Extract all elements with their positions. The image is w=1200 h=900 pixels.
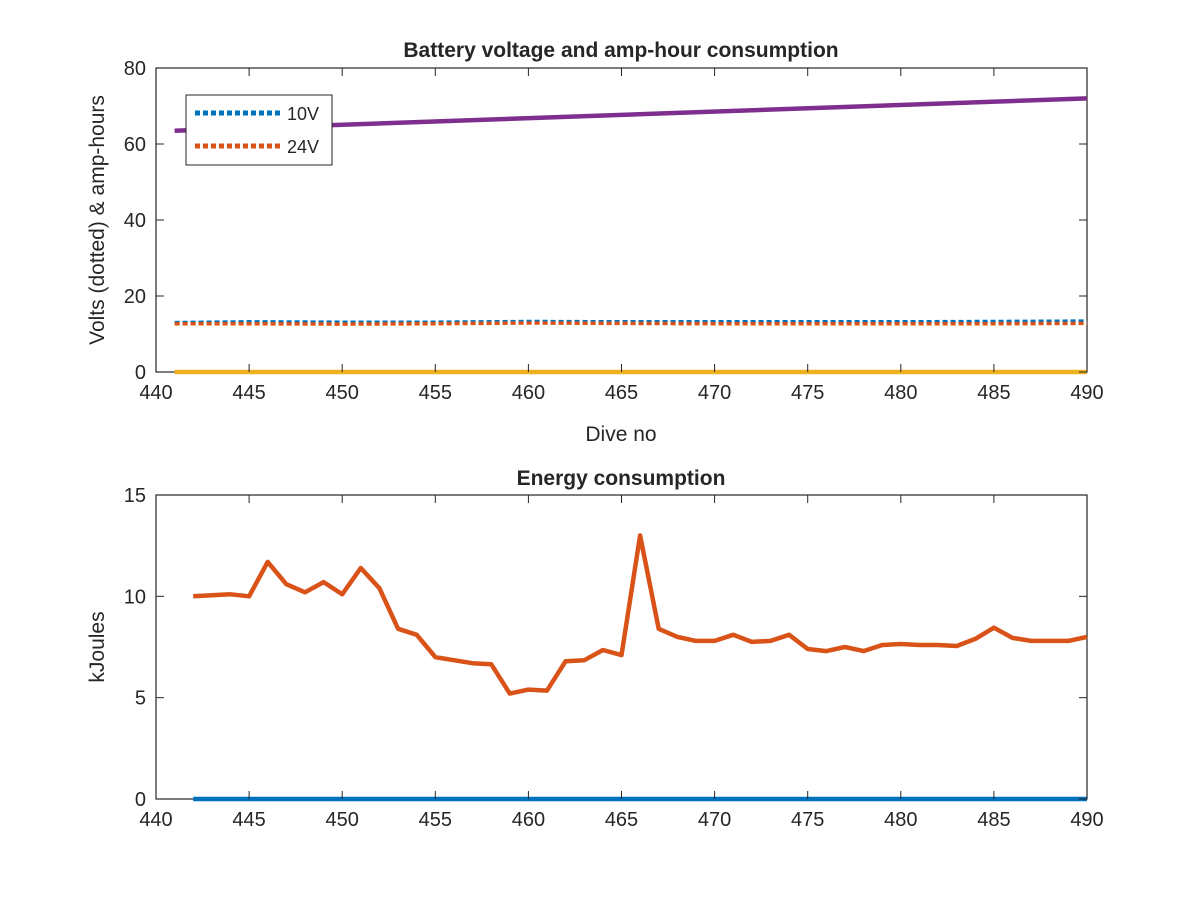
y-tick-label: 10 [124, 586, 146, 608]
y-tick-label: 40 [124, 210, 146, 232]
x-tick-label: 445 [232, 382, 265, 404]
x-tick-label: 490 [1070, 382, 1103, 404]
y-tick-label: 80 [124, 58, 146, 80]
x-tick-label: 470 [698, 809, 731, 831]
x-tick-label: 480 [884, 382, 917, 404]
x-tick-label: 490 [1070, 809, 1103, 831]
series-line-10v [174, 319, 1088, 325]
x-tick-label: 470 [698, 382, 731, 404]
x-tick-label: 460 [512, 382, 545, 404]
x-tick-label: 460 [512, 809, 545, 831]
legend: 10V 24V [185, 94, 333, 166]
legend-label-10v: 10V [287, 104, 319, 124]
x-tick-label: 440 [139, 382, 172, 404]
legend-label-24v: 24V [287, 137, 319, 157]
series-line-24v [174, 321, 1088, 326]
x-tick-label: 475 [791, 382, 824, 404]
y-ticks: 0 20 40 60 80 [124, 58, 1087, 384]
energy-subplot: 440 445 450 455 460 465 470 475 480 485 490 0 5 10 15… [86, 467, 1104, 831]
series-line-series-1 [193, 533, 1088, 696]
chart-title: Battery voltage and amp-hour consumption [403, 39, 838, 62]
legend-box [185, 94, 333, 166]
y-tick-label: 15 [124, 485, 146, 507]
x-tick-label: 465 [605, 382, 638, 404]
y-axis-label: kJoules [86, 611, 109, 682]
x-tick-label: 450 [326, 382, 359, 404]
y-tick-label: 5 [135, 688, 146, 710]
y-tick-label: 20 [124, 286, 146, 308]
x-tick-label: 445 [232, 809, 265, 831]
x-tick-label: 475 [791, 809, 824, 831]
y-tick-label: 0 [135, 789, 146, 811]
x-ticks: 440 445 450 455 460 465 470 475 480 485 490 [139, 68, 1104, 404]
chart-title: Energy consumption [517, 467, 726, 490]
x-axis-label: Dive no [585, 423, 656, 446]
x-tick-label: 455 [419, 809, 452, 831]
x-tick-label: 450 [326, 809, 359, 831]
x-tick-label: 465 [605, 809, 638, 831]
x-tick-label: 455 [419, 382, 452, 404]
x-tick-label: 480 [884, 809, 917, 831]
y-tick-label: 60 [124, 134, 146, 156]
x-tick-label: 440 [139, 809, 172, 831]
voltage-amphour-subplot: 440 445 450 455 460 465 470 475 480 485 490 0 20 40 6… [86, 39, 1104, 446]
x-ticks: 440 445 450 455 460 465 470 475 480 485 490 [139, 495, 1104, 831]
y-axis-label: Volts (dotted) & amp-hours [86, 95, 109, 345]
x-tick-label: 485 [977, 382, 1010, 404]
y-ticks: 0 5 10 15 [124, 485, 1087, 811]
y-tick-label: 0 [135, 362, 146, 384]
x-tick-label: 485 [977, 809, 1010, 831]
